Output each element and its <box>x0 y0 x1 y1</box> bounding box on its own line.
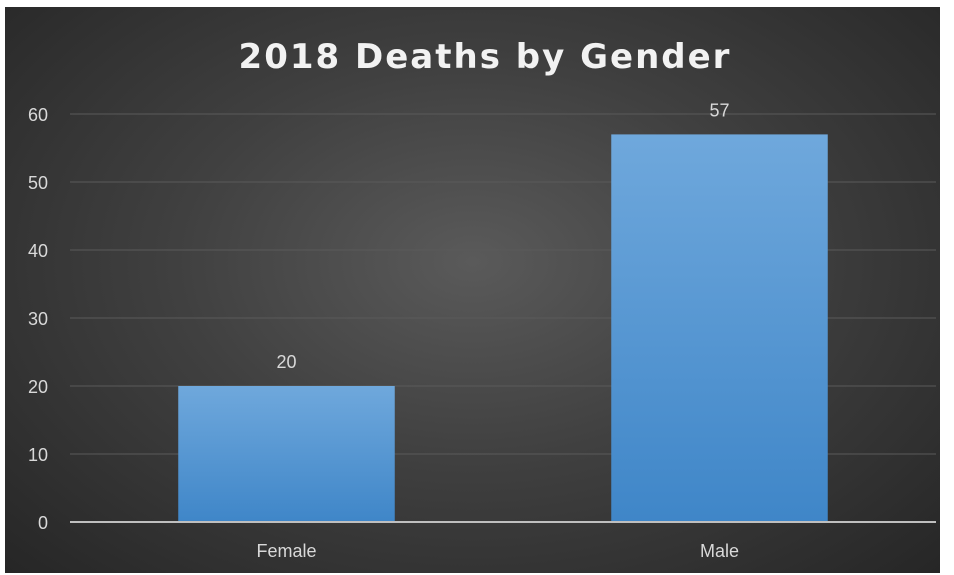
bars <box>178 134 828 522</box>
y-tick-label: 40 <box>28 241 48 261</box>
y-tick-label: 10 <box>28 445 48 465</box>
y-tick-label: 0 <box>38 513 48 533</box>
data-label: 57 <box>709 100 729 120</box>
y-tick-label: 50 <box>28 173 48 193</box>
bar-female <box>178 386 395 522</box>
category-label: Female <box>256 541 316 561</box>
y-tick-label: 60 <box>28 105 48 125</box>
bar-male <box>611 134 828 522</box>
chart-title: 2018 Deaths by Gender <box>239 37 732 77</box>
y-axis-tick-labels: 0 10 20 30 40 50 60 <box>28 105 48 533</box>
y-tick-label: 20 <box>28 377 48 397</box>
x-axis-category-labels: Female Male <box>256 541 739 561</box>
category-label: Male <box>700 541 739 561</box>
data-label: 20 <box>276 352 296 372</box>
y-tick-label: 30 <box>28 309 48 329</box>
